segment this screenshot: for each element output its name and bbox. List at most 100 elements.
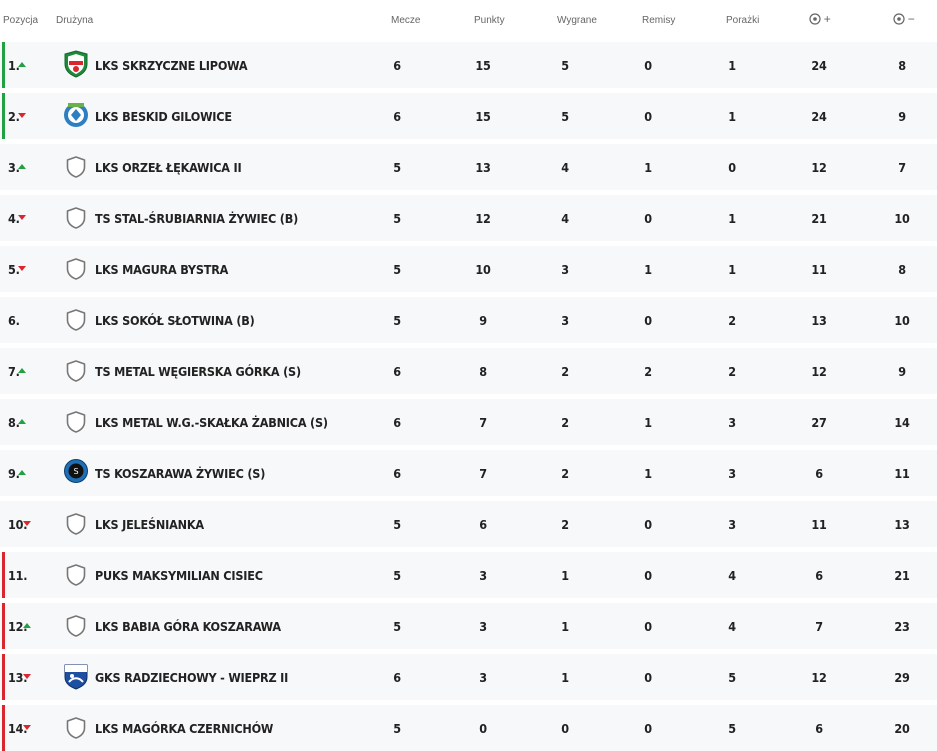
table-row[interactable]: 12. LKS BABIA GÓRA KOSZARAWA 5 3 1 0 4 7 23 <box>0 603 937 649</box>
team-name-link[interactable]: LKS SOKÓŁ SŁOTWINA (B) <box>95 313 255 328</box>
draws-cell: 1 <box>644 160 652 175</box>
shield-icon <box>63 715 89 741</box>
svg-text:S: S <box>73 467 78 476</box>
wins-cell: 3 <box>561 313 569 328</box>
shield-icon <box>63 562 89 588</box>
gf-cell: 11 <box>811 262 827 277</box>
trend-up-icon <box>18 470 26 475</box>
played-cell: 6 <box>393 670 401 685</box>
col-header-team[interactable]: Drużyna <box>56 15 94 26</box>
wins-cell: 2 <box>561 415 569 430</box>
table-row[interactable]: 11. PUKS MAKSYMILIAN CISIEC 5 3 1 0 4 6 21 <box>0 552 937 598</box>
position-cell: 10. <box>8 517 28 532</box>
ga-cell: 7 <box>898 160 906 175</box>
trend-up-icon <box>18 62 26 67</box>
col-header-losses[interactable]: Porażki <box>726 15 760 26</box>
position-cell: 6. <box>8 313 20 328</box>
team-name-link[interactable]: LKS BABIA GÓRA KOSZARAWA <box>95 619 281 634</box>
draws-cell: 1 <box>644 262 652 277</box>
draws-cell: 1 <box>644 466 652 481</box>
position-cell: 1. <box>8 58 20 73</box>
gf-cell: 6 <box>815 466 823 481</box>
gf-cell: 13 <box>811 313 827 328</box>
position-cell: 2. <box>8 109 20 124</box>
gf-cell: 7 <box>815 619 823 634</box>
points-cell: 3 <box>479 670 487 685</box>
draws-cell: 0 <box>644 313 652 328</box>
team-name-link[interactable]: LKS BESKID GILOWICE <box>95 109 232 124</box>
team-name-link[interactable]: PUKS MAKSYMILIAN CISIEC <box>95 568 263 583</box>
points-cell: 7 <box>479 415 487 430</box>
draws-cell: 0 <box>644 211 652 226</box>
gf-cell: 21 <box>811 211 827 226</box>
gf-cell: 12 <box>811 670 827 685</box>
table-row[interactable]: 14. LKS MAGÓRKA CZERNICHÓW 5 0 0 0 5 6 20 <box>0 705 937 751</box>
gf-cell: 24 <box>811 109 827 124</box>
team-name-link[interactable]: GKS RADZIECHOWY - WIEPRZ II <box>95 670 289 685</box>
table-row[interactable]: 8. LKS METAL W.G.-SKAŁKA ŻABNICA (S) 6 7 2 1 3… <box>0 399 937 445</box>
draws-cell: 0 <box>644 58 652 73</box>
table-row[interactable]: 3. LKS ORZEŁ ŁĘKAWICA II 5 13 4 1 0 12 7 <box>0 144 937 190</box>
table-row[interactable]: 5. LKS MAGURA BYSTRA 5 10 3 1 1 11 8 <box>0 246 937 292</box>
losses-cell: 2 <box>728 313 736 328</box>
gf-cell: 12 <box>811 364 827 379</box>
gf-cell: 27 <box>811 415 827 430</box>
team-name-link[interactable]: TS METAL WĘGIERSKA GÓRKA (S) <box>95 364 301 379</box>
shield-icon <box>63 154 89 180</box>
col-header-position[interactable]: Pozycja <box>3 15 39 26</box>
ga-cell: 13 <box>894 517 910 532</box>
team-logo <box>63 662 89 690</box>
position-cell: 11. <box>8 568 28 583</box>
table-row[interactable]: 7. TS METAL WĘGIERSKA GÓRKA (S) 6 8 2 2 2 12 9 <box>0 348 937 394</box>
losses-cell: 4 <box>728 568 736 583</box>
col-header-played[interactable]: Mecze <box>391 15 421 26</box>
team-name-link[interactable]: LKS MAGÓRKA CZERNICHÓW <box>95 721 274 736</box>
col-header-goals-for[interactable]: + <box>809 12 831 26</box>
table-row[interactable]: 1. LKS SKRZYCZNE LIPOWA 6 15 5 0 1 24 8 <box>0 42 937 88</box>
wins-cell: 3 <box>561 262 569 277</box>
points-cell: 15 <box>475 58 491 73</box>
position-cell: 4. <box>8 211 20 226</box>
points-cell: 9 <box>479 313 487 328</box>
team-name-link[interactable]: LKS JELEŚNIANKA <box>95 517 204 532</box>
points-cell: 0 <box>479 721 487 736</box>
team-name-link[interactable]: LKS SKRZYCZNE LIPOWA <box>95 58 248 73</box>
draws-cell: 0 <box>644 517 652 532</box>
table-row[interactable]: 9. S TS KOSZARAWA ŻYWIEC (S) 6 7 2 1 3 6 11 <box>0 450 937 496</box>
played-cell: 5 <box>393 568 401 583</box>
table-row[interactable]: 10. LKS JELEŚNIANKA 5 6 2 0 3 11 13 <box>0 501 937 547</box>
table-row[interactable]: 13. GKS RADZIECHOWY - WIEPRZ II 6 3 1 0 5 12 29 <box>0 654 937 700</box>
table-row[interactable]: 2. LKS BESKID GILOWICE 6 15 5 0 1 24 9 <box>0 93 937 139</box>
ga-cell: 8 <box>898 262 906 277</box>
position-cell: 3. <box>8 160 20 175</box>
played-cell: 5 <box>393 619 401 634</box>
ga-cell: 10 <box>894 211 910 226</box>
table-row[interactable]: 4. TS STAL-ŚRUBIARNIA ŻYWIEC (B) 5 12 4 0 1 21 1… <box>0 195 937 241</box>
losses-cell: 0 <box>728 160 736 175</box>
col-header-wins[interactable]: Wygrane <box>557 15 597 26</box>
shield-icon <box>63 205 89 231</box>
trend-down-icon <box>23 725 31 730</box>
team-name-link[interactable]: LKS MAGURA BYSTRA <box>95 262 229 277</box>
team-name-link[interactable]: LKS ORZEŁ ŁĘKAWICA II <box>95 160 242 175</box>
played-cell: 5 <box>393 160 401 175</box>
ga-cell: 11 <box>894 466 910 481</box>
points-cell: 12 <box>475 211 491 226</box>
ga-cell: 9 <box>898 109 906 124</box>
trend-up-icon <box>18 368 26 373</box>
shield-icon <box>63 511 89 537</box>
col-header-goals-against[interactable]: − <box>893 12 915 26</box>
ga-cell: 10 <box>894 313 910 328</box>
wins-cell: 4 <box>561 211 569 226</box>
col-header-draws[interactable]: Remisy <box>642 15 676 26</box>
team-name-link[interactable]: LKS METAL W.G.-SKAŁKA ŻABNICA (S) <box>95 415 328 430</box>
position-cell: 7. <box>8 364 20 379</box>
team-name-link[interactable]: TS KOSZARAWA ŻYWIEC (S) <box>95 466 266 481</box>
table-row[interactable]: 6. LKS SOKÓŁ SŁOTWINA (B) 5 9 3 0 2 13 10 <box>0 297 937 343</box>
team-name-link[interactable]: TS STAL-ŚRUBIARNIA ŻYWIEC (B) <box>95 211 299 226</box>
losses-cell: 1 <box>728 211 736 226</box>
gf-cell: 11 <box>811 517 827 532</box>
trend-down-icon <box>23 521 31 526</box>
col-header-points[interactable]: Punkty <box>474 15 505 26</box>
